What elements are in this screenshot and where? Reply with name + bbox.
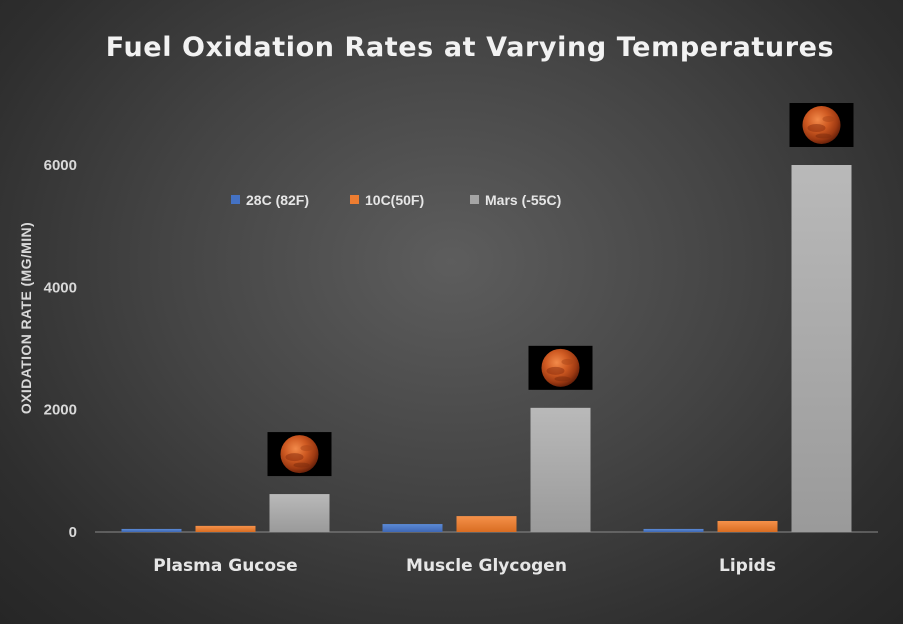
mars-surface-spot (807, 124, 826, 132)
bar (530, 407, 591, 532)
x-tick-label: Muscle Glycogen (406, 556, 567, 576)
mars-surface-spot (300, 445, 313, 452)
x-tick-label: Plasma Gucose (153, 556, 297, 576)
bar (269, 494, 330, 532)
legend-label: 28C (82F) (246, 192, 309, 208)
bar (643, 528, 704, 532)
y-tick-label: 6000 (44, 157, 77, 174)
x-axis-category-labels: Plasma Gucose Muscle Glycogen Lipids (153, 556, 776, 576)
bar (791, 165, 852, 532)
mars-surface-spot (561, 358, 574, 365)
mars-surface-spot (285, 453, 304, 462)
mars-surface-spot (815, 133, 832, 139)
legend-swatch (231, 195, 240, 204)
bar-series-group (121, 165, 852, 532)
mars-image (267, 432, 332, 477)
legend: 28C (82F) 10C(50F) Mars (-55C) (231, 192, 561, 208)
mars-surface-spot (293, 462, 310, 468)
y-tick-label: 2000 (44, 402, 77, 419)
bar (717, 520, 778, 532)
bar (382, 524, 443, 532)
x-tick-label: Lipids (719, 556, 776, 576)
mars-image (528, 345, 593, 390)
mars-image-group (267, 103, 854, 477)
legend-swatch (350, 195, 359, 204)
mars-surface-spot (822, 116, 835, 122)
mars-image (789, 103, 854, 147)
legend-label: Mars (-55C) (485, 192, 561, 208)
chart-title: Fuel Oxidation Rates at Varying Temperat… (106, 32, 834, 63)
bar (456, 516, 517, 532)
bar (195, 525, 256, 532)
y-axis-ticks: 0 2000 4000 6000 (44, 157, 77, 541)
mars-surface-spot (554, 376, 571, 382)
bar (121, 528, 182, 532)
y-axis-label: OXIDATION RATE (MG/MIN) (18, 222, 34, 414)
legend-swatch (470, 195, 479, 204)
legend-label: 10C(50F) (365, 192, 424, 208)
y-tick-label: 0 (69, 524, 77, 541)
y-tick-label: 4000 (44, 279, 77, 296)
mars-surface-spot (546, 366, 565, 375)
